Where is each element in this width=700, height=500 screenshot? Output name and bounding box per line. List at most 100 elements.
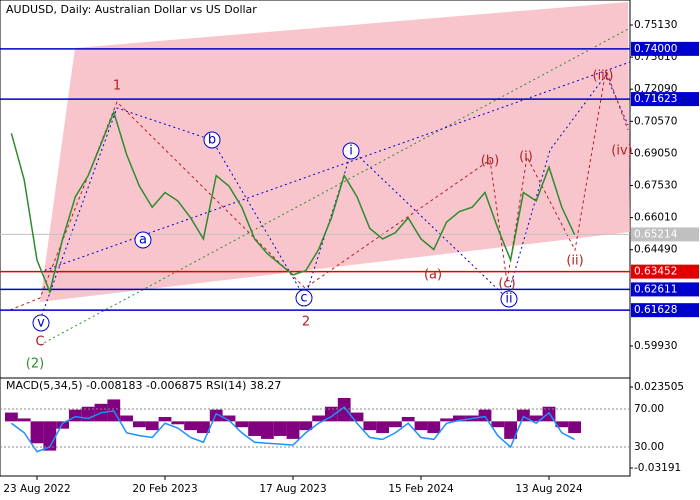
macd-bar [440,418,453,422]
level-box [631,282,699,297]
wave-circle [32,314,50,332]
wave-label: 2 [302,315,310,330]
y-tick-label: 0.023505 [634,381,684,393]
wave-circle [203,131,221,149]
y2-tick-label: 30.00 [634,441,664,453]
wave-label: 1 [113,79,121,94]
wave-label: ii [505,292,512,307]
macd-bar [69,409,82,422]
macd-bar [312,415,325,422]
y-tick-label: 0.66010 [634,212,677,224]
wave-line [9,68,629,311]
macd-bar [555,421,569,428]
macd-bar [248,421,261,436]
x-tick-label: 13 Aug 2024 [515,483,583,495]
wave-label: c [300,291,307,306]
macd-bar [222,415,236,422]
level-label: 0.63452 [634,266,677,278]
indicator-title: MACD(5,34,5) -0.008183 -0.006875 RSI(14)… [6,379,281,392]
macd-bar [120,415,133,422]
y-tick-label: -0.03191 [634,462,681,474]
y-tick-label: 0.75130 [634,19,677,31]
macd-bar [56,421,69,429]
level-box [631,227,699,242]
y-tick-label: 0.59930 [634,340,677,352]
macd-bar [376,421,389,434]
macd-bar [517,409,530,422]
macd-bar [568,421,581,434]
macd-bar [261,421,274,439]
y-tick-label: 0.64490 [634,244,677,256]
macd-bar [273,421,287,436]
wave-label: v [37,316,45,331]
y-tick-label: 0.67530 [634,180,677,192]
macd-bar [414,421,428,431]
wave-circle [134,231,152,249]
macd-bar [145,421,159,431]
wave-label: i [349,144,353,159]
wave-label: C [35,335,44,350]
macd-bar [171,421,185,425]
level-box [631,303,699,318]
level-box [631,92,699,107]
macd-bar [363,421,377,431]
macd-bar [504,421,517,439]
macd-bar [427,421,441,434]
frame [0,0,631,477]
wave-circle [342,142,360,160]
wave-label: (iii) [593,69,614,84]
level-label: 0.74000 [634,43,677,55]
trend-line [39,61,631,273]
wave-label: a [139,233,147,248]
level-box [631,264,699,279]
macd-bar [133,421,146,428]
chart-title: AUDUSD, Daily: Australian Dollar vs US D… [6,3,257,16]
y-tick-label: 0.70570 [634,115,677,127]
macd-bar [491,421,505,428]
macd-bar [389,421,402,428]
wave-label: (iv) [611,144,632,159]
rsi-line [10,406,575,453]
macd-bar [299,421,313,431]
price-line [10,109,576,295]
macd-bar [337,397,351,422]
wave-label: (b) [481,154,499,169]
wave-label: b [208,133,216,148]
x-tick-label: 20 Feb 2023 [132,483,197,495]
macd-bar [350,412,364,422]
wave-label: (ii) [566,254,583,269]
level-label: 0.62611 [634,283,677,295]
macd-bar [5,412,18,422]
level-label: 0.61628 [634,304,677,316]
x-tick-label: 23 Aug 2022 [3,483,70,495]
x-tick-label: 15 Feb 2024 [388,483,454,495]
macd-bar [401,416,415,422]
macd-bar [158,416,172,422]
macd-bar [235,421,249,428]
macd-bar [453,415,466,422]
macd-bar [286,421,300,439]
y2-tick-label: 70.00 [634,403,664,415]
x-tick-label: 17 Aug 2023 [259,483,326,495]
level-label: 0.65214 [634,228,678,240]
wave-line [39,74,629,321]
level-box [631,41,699,56]
wave-label: (c) [498,277,515,292]
wave-circle [295,289,313,307]
y-tick-label: 0.69050 [634,147,677,159]
macd-bar [197,421,210,434]
macd-bar [529,415,543,422]
wave-label: (a) [424,268,442,283]
wave-circle [500,290,518,308]
level-label: 0.71623 [634,93,677,105]
wave-label: (i) [519,150,533,165]
macd-bar [17,418,31,422]
channel [40,2,630,302]
macd-bar [30,421,44,444]
wave-label: (2) [26,357,44,372]
macd-bar [43,421,57,451]
macd-bar [478,409,492,422]
macd-bar [184,421,197,431]
trend-line [39,27,631,346]
